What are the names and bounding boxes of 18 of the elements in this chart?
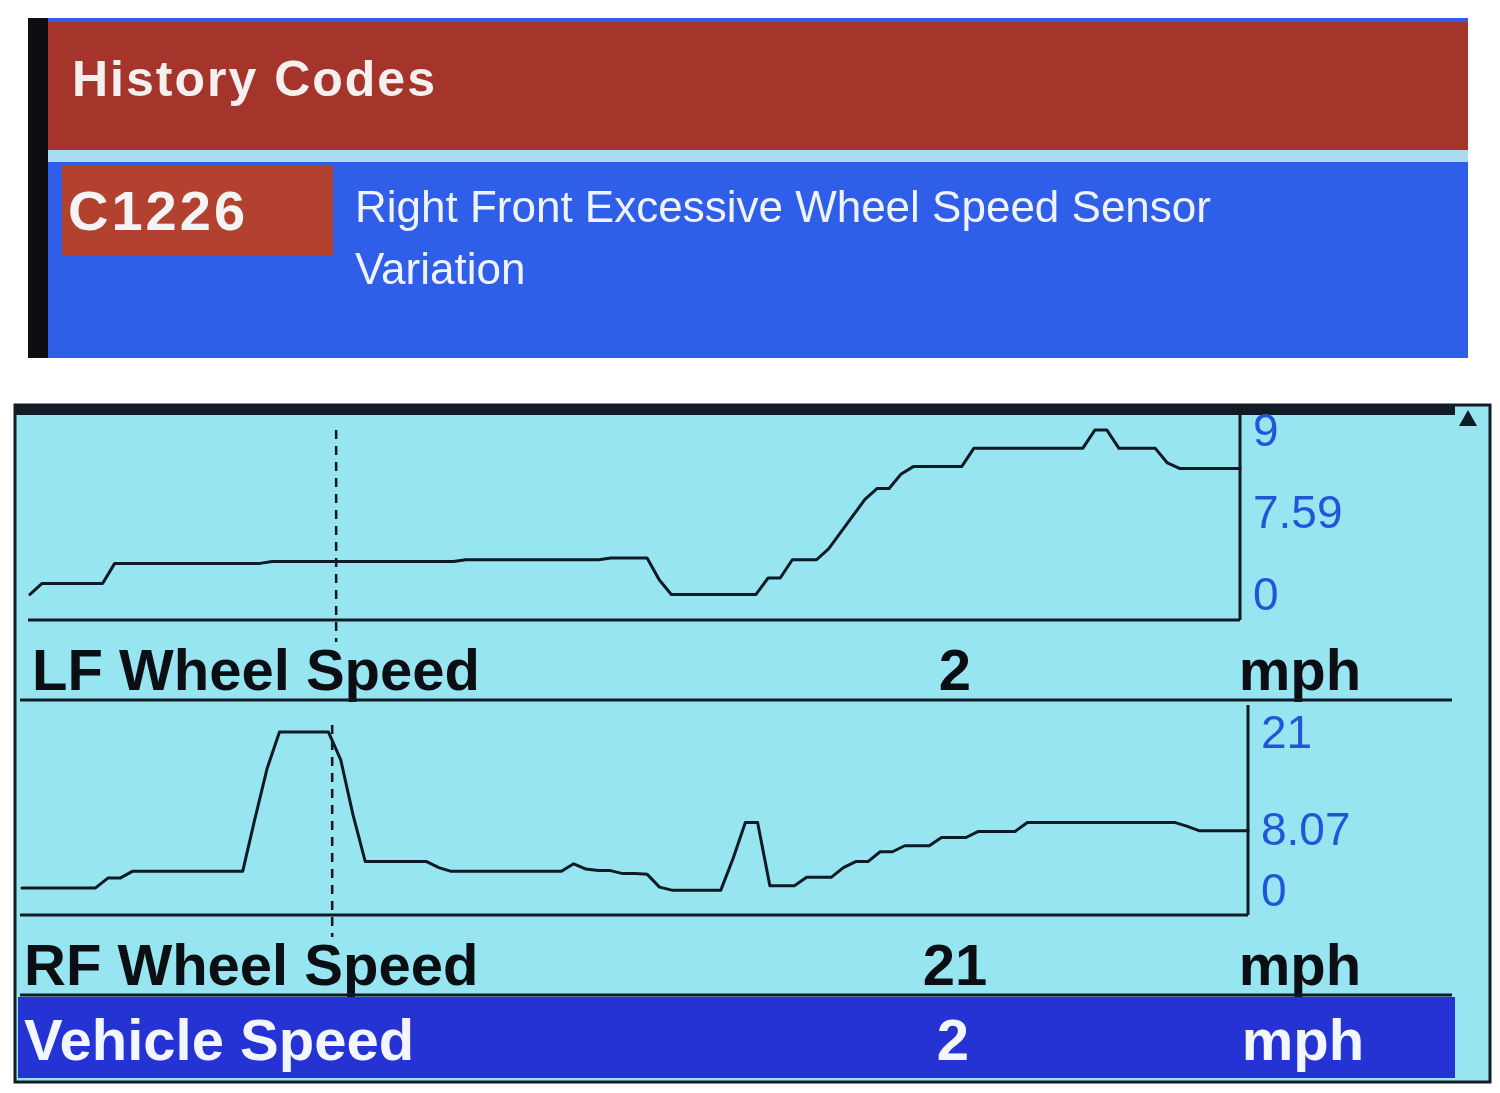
text: Vehicle Speed [24,1007,415,1072]
y-tick-label: 21 [1261,706,1313,759]
text: 2 [936,1007,970,1072]
text: mph [1241,1007,1365,1072]
text: C1226 [68,179,249,242]
text: RF Wheel Speed [24,932,479,997]
text: 21 [922,932,988,997]
text: History Codes [72,51,437,107]
text: 7.59 [1253,486,1343,539]
y-tick-label: 9 [1253,404,1279,457]
y-tick-label: 0 [1253,568,1279,621]
y-tick-label: 0 [1261,864,1287,917]
y-tick-label: 8.07 [1261,803,1351,856]
text: Right Front Excessive Wheel Speed Sensor Variation [355,182,1211,293]
y-axis-title: mph [1238,932,1362,997]
text: 2 [938,637,972,702]
text: LF Wheel Speed [32,637,480,702]
y-axis-title: mph [1238,637,1362,702]
